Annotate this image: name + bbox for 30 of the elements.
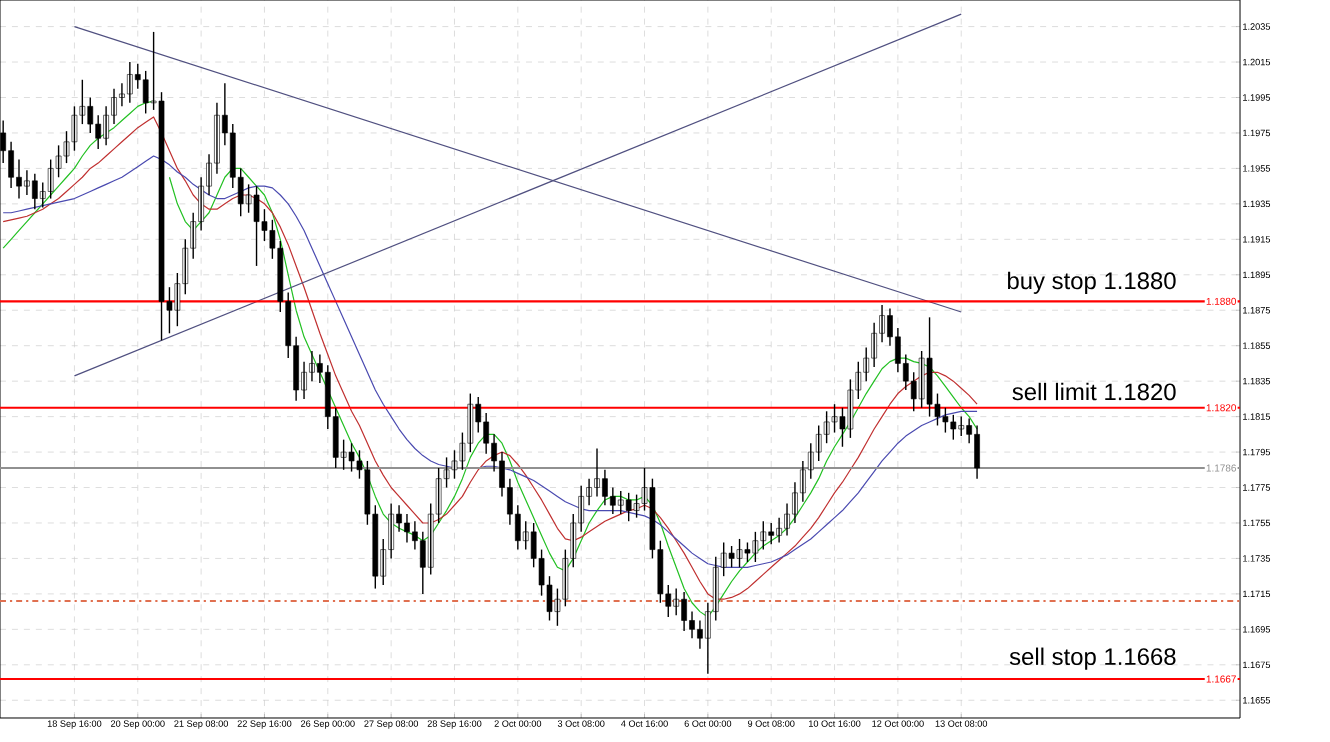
candlestick: [918, 350, 925, 409]
candlestick: [158, 91, 165, 342]
candlestick: [950, 414, 957, 441]
candlestick: [847, 378, 854, 439]
candlestick: [728, 545, 735, 568]
candlestick: [958, 415, 965, 437]
candlestick: [71, 105, 78, 152]
annotation: sell stop 1.1668: [1009, 647, 1176, 670]
candlestick: [736, 538, 743, 568]
candlestick: [752, 531, 759, 563]
candlestick: [633, 493, 640, 519]
candlestick: [253, 185, 260, 267]
annotation: sell limit 1.1820: [1012, 382, 1176, 401]
candlestick: [926, 316, 933, 418]
candlestick: [142, 70, 149, 115]
candlestick: [87, 96, 94, 134]
candlestick: [942, 407, 949, 434]
candlestick: [625, 492, 632, 522]
annotation: buy stop 1.1880: [1007, 271, 1176, 294]
candlestick: [47, 158, 54, 200]
candlestick: [760, 520, 767, 551]
candlestick: [744, 541, 751, 563]
candlestick: [617, 490, 624, 515]
candlestick: [522, 520, 529, 551]
candlestick: [815, 424, 822, 462]
candlestick: [245, 183, 252, 214]
candlestick: [768, 522, 775, 545]
candlestick: [348, 442, 355, 473]
candlestick: [831, 403, 838, 434]
candlestick: [451, 449, 458, 480]
